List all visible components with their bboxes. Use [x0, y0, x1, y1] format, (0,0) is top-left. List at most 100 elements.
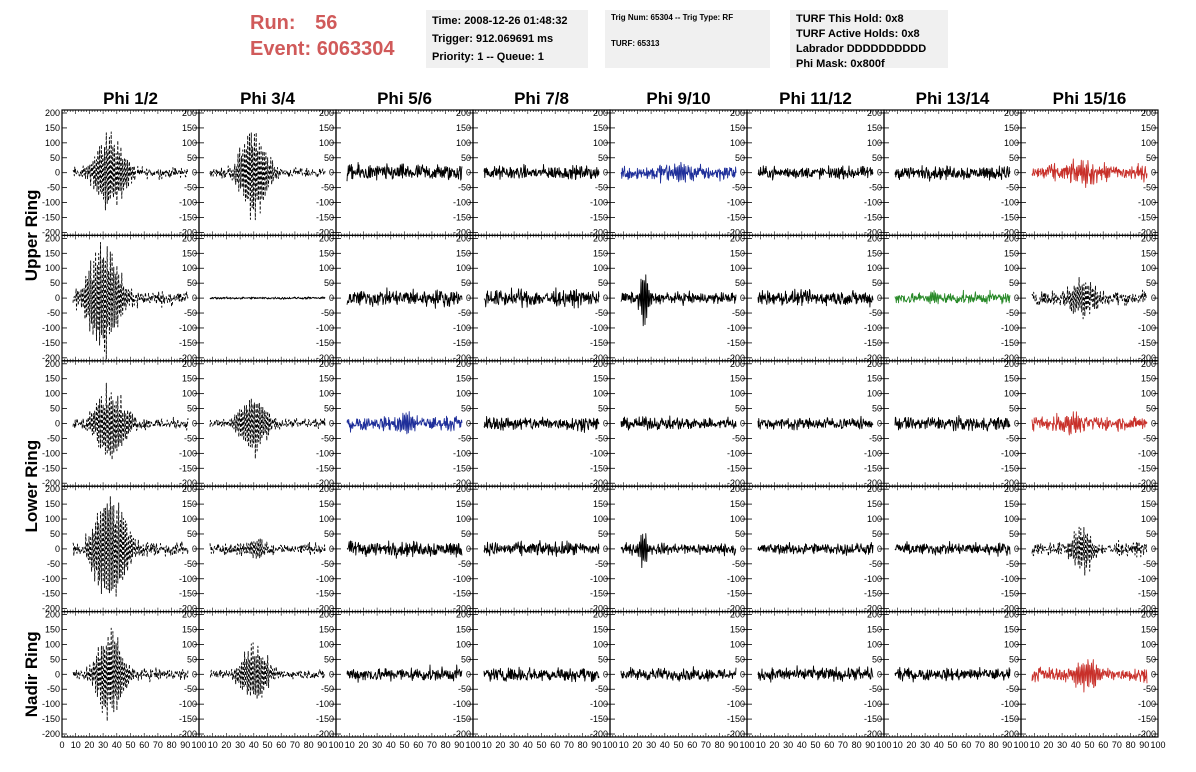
y-tick-label: 100 [456, 639, 471, 649]
y-tick-label: 100 [867, 514, 882, 524]
y-tick-label: 200 [730, 484, 745, 494]
x-tick-label: 10 [482, 740, 492, 750]
y-tick-label: 0 [466, 669, 471, 679]
y-tick-label: 0 [740, 168, 745, 178]
y-tick-label: 50 [187, 404, 197, 414]
y-tick-label: 150 [1141, 123, 1156, 133]
waveform-panel: 200 150 100 50 0 -50 -100 -150 -200 [472, 108, 611, 237]
y-tick-label: 200 [45, 610, 60, 620]
y-tick-label: -100 [1001, 323, 1019, 333]
y-tick-label: -50 [47, 559, 60, 569]
y-tick-label: 200 [1141, 108, 1156, 118]
x-tick-label: 90 [591, 740, 601, 750]
y-tick-label: -50 [1006, 183, 1019, 193]
waveform-panel: 200 150 100 50 0 -50 -100 -150 -200 [883, 108, 1022, 237]
waveform-panel: 200 150 100 50 0 -50 -100 -150 -200 [335, 359, 474, 488]
x-tick-label: 10 [71, 740, 81, 750]
y-tick-label: 200 [730, 610, 745, 620]
waveform-trace [1031, 526, 1148, 576]
y-tick-label: -50 [184, 559, 197, 569]
ring-label: Upper Ring [22, 190, 41, 282]
y-tick-label: 0 [740, 544, 745, 554]
y-tick-label: -150 [316, 714, 334, 724]
y-tick-label: -50 [732, 559, 745, 569]
y-tick-label: -100 [316, 574, 334, 584]
y-tick-label: -150 [316, 463, 334, 473]
waveform-trace [209, 296, 326, 300]
y-tick-label: -100 [179, 699, 197, 709]
y-tick-label: -150 [590, 463, 608, 473]
waveform-panel: 200 150 100 50 0 -50 -100 -150 -200 [198, 108, 337, 237]
y-tick-label: -50 [869, 183, 882, 193]
y-tick-label: -100 [1138, 198, 1156, 208]
waveform-trace [894, 540, 1011, 557]
y-tick-label: 100 [593, 138, 608, 148]
y-tick-label: 50 [1146, 529, 1156, 539]
y-tick-label: -200 [179, 604, 197, 614]
y-tick-label: 0 [55, 293, 60, 303]
y-tick-label: 0 [466, 419, 471, 429]
y-tick-label: -100 [179, 198, 197, 208]
y-tick-label: 100 [1141, 263, 1156, 273]
trigger-text: Trigger: 912.069691 ms [432, 33, 554, 45]
y-tick-label: 100 [182, 639, 197, 649]
y-tick-label: 100 [1004, 263, 1019, 273]
x-tick-label: 40 [249, 740, 259, 750]
y-tick-label: -150 [1001, 463, 1019, 473]
y-tick-label: 100 [456, 138, 471, 148]
x-tick-label: 90 [317, 740, 327, 750]
x-tick-label: 80 [304, 740, 314, 750]
y-tick-label: -200 [42, 353, 60, 363]
waveform-panel: 200 150 100 50 0 -50 -100 -150 -200 [198, 359, 337, 488]
y-tick-label: -200 [590, 729, 608, 739]
y-tick-label: -150 [1001, 212, 1019, 222]
y-tick-label: 150 [593, 374, 608, 384]
y-tick-label: 100 [1004, 514, 1019, 524]
turf-info-box: TURF This Hold: 0x8 TURF Active Holds: 0… [790, 10, 948, 70]
waveform-trace [1031, 411, 1148, 436]
y-tick-label: 200 [456, 610, 471, 620]
waveform-panel: 200 150 100 50 0 -50 -100 -150 -200 [1020, 108, 1159, 237]
ring-label: Lower Ring [22, 440, 41, 533]
x-tick-label: 40 [523, 740, 533, 750]
y-tick-label: -200 [1138, 604, 1156, 614]
y-tick-label: 100 [319, 639, 334, 649]
column-header: Phi 1/2 [103, 89, 158, 108]
y-tick-label: 50 [872, 404, 882, 414]
x-tick-label: 50 [262, 740, 272, 750]
y-tick-label: 150 [319, 625, 334, 635]
y-tick-label: 50 [324, 153, 334, 163]
y-tick-label: -50 [321, 308, 334, 318]
y-tick-label: 150 [319, 499, 334, 509]
column-header: Phi 5/6 [377, 89, 432, 108]
x-tick-label: 100 [191, 740, 206, 750]
y-tick-label: -200 [316, 227, 334, 237]
waveform-trace [894, 289, 1011, 305]
y-tick-label: 200 [182, 359, 197, 369]
y-tick-label: -50 [595, 433, 608, 443]
y-tick-label: -50 [47, 684, 60, 694]
y-tick-label: 50 [1146, 404, 1156, 414]
labrador-text: Labrador DDDDDDDDDD [796, 43, 927, 55]
x-tick-label: 70 [290, 740, 300, 750]
y-tick-label: 150 [456, 499, 471, 509]
y-tick-label: 50 [187, 278, 197, 288]
y-tick-label: 0 [603, 544, 608, 554]
x-tick-label: 40 [386, 740, 396, 750]
y-tick-label: 0 [1014, 168, 1019, 178]
waveform-trace [346, 664, 463, 683]
waveform-panel: 200 150 100 50 0 -50 -100 -150 -200 [1020, 484, 1159, 614]
x-tick-label: 50 [536, 740, 546, 750]
waveform-trace [209, 537, 326, 559]
y-tick-label: 0 [55, 419, 60, 429]
y-tick-label: 200 [867, 484, 882, 494]
y-tick-label: 50 [1009, 529, 1019, 539]
y-tick-label: 100 [182, 263, 197, 273]
x-tick-label: 50 [399, 740, 409, 750]
y-tick-label: 150 [1004, 374, 1019, 384]
y-tick-label: 200 [456, 108, 471, 118]
x-tick-label: 60 [550, 740, 560, 750]
